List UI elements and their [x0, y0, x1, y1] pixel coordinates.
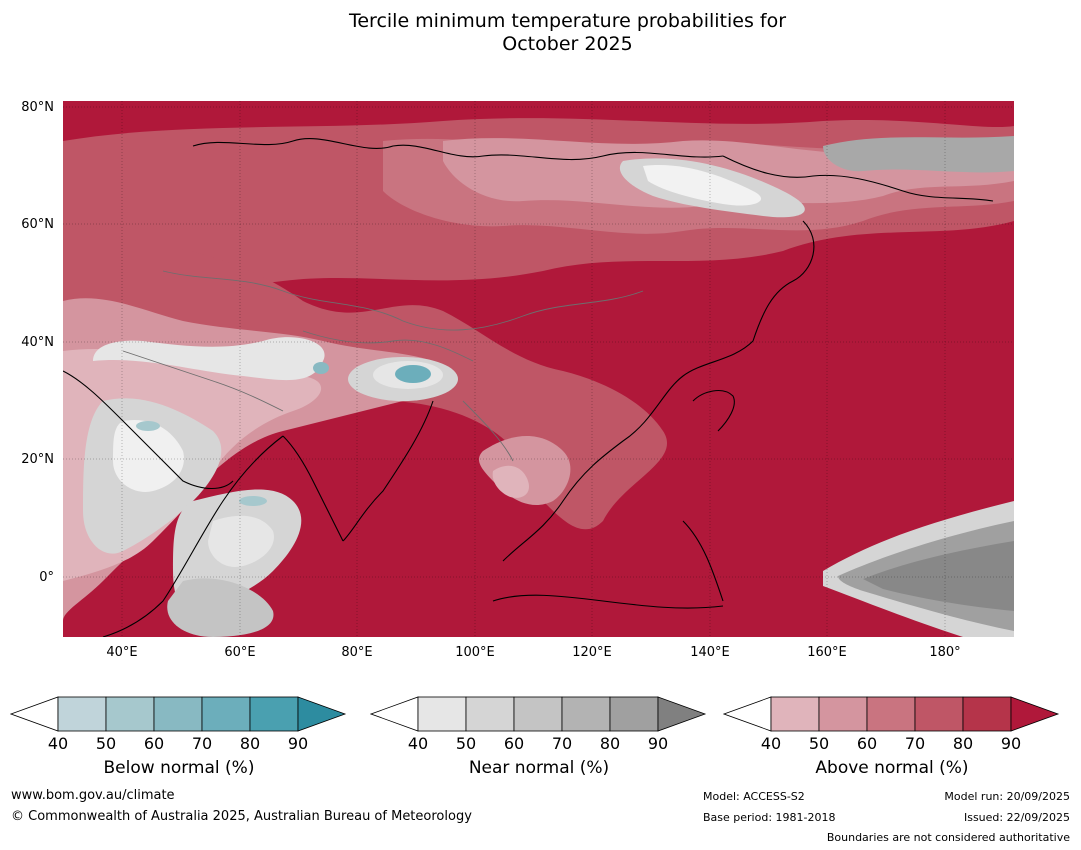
legend-extend-high: [657, 696, 707, 732]
legend-swatch: [465, 696, 515, 732]
map-title: Tercile minimum temperature probabilitie…: [0, 10, 1081, 56]
legend-tick-label: 60: [856, 734, 878, 753]
map-title-line2: October 2025: [502, 33, 633, 55]
footer-website: www.bom.gov.au/climate: [11, 788, 175, 803]
legend-tick-label: 40: [760, 734, 782, 753]
legend-tick-label: 50: [808, 734, 830, 753]
map-title-line1: Tercile minimum temperature probabilitie…: [348, 10, 787, 32]
footer-copyright: © Commonwealth of Australia 2025, Austra…: [11, 809, 472, 824]
legend-near-normal-colorbar: [370, 696, 707, 732]
footer-model-run: Model run: 20/09/2025: [944, 790, 1070, 803]
legend-swatch: [770, 696, 820, 732]
legend-tick-label: 40: [47, 734, 69, 753]
lat-label-60n: 60°N: [21, 217, 54, 232]
legend-swatch: [417, 696, 467, 732]
legend-near-normal: [370, 696, 708, 732]
lon-label-120e: 120°E: [572, 645, 612, 660]
legend-extend-low: [723, 696, 772, 732]
legend-above-normal: [723, 696, 1061, 732]
legend-swatch: [962, 696, 1012, 732]
legend-below-normal-label: Below normal (%): [103, 758, 255, 778]
probability-map: [63, 101, 1014, 637]
legend-swatch: [153, 696, 203, 732]
footer-issued: Issued: 22/09/2025: [963, 811, 1070, 824]
legend-extend-low: [370, 696, 419, 732]
lat-label-20n: 20°N: [21, 452, 54, 467]
legend-above-normal-colorbar: [723, 696, 1060, 732]
legend-swatch: [818, 696, 868, 732]
lat-label-80n: 80°N: [21, 100, 54, 115]
legend-tick-label: 50: [95, 734, 117, 753]
legend-extend-high: [1010, 696, 1060, 732]
legend-swatch: [561, 696, 611, 732]
legend-extend-low: [10, 696, 59, 732]
legend-tick-label: 90: [1000, 734, 1022, 753]
legend-tick-label: 80: [952, 734, 974, 753]
legend-tick-label: 70: [904, 734, 926, 753]
legend-near-normal-label: Near normal (%): [468, 758, 610, 778]
legend-swatch: [201, 696, 251, 732]
legend-tick-label: 90: [287, 734, 309, 753]
lon-label-80e: 80°E: [341, 645, 373, 660]
legend-swatch: [513, 696, 563, 732]
legend-swatch: [866, 696, 916, 732]
lon-label-180: 180°: [929, 645, 961, 660]
legend-tick-label: 40: [407, 734, 429, 753]
footer-model: Model: ACCESS-S2: [703, 790, 805, 803]
legend-swatch: [609, 696, 659, 732]
legend-below-normal-colorbar: [10, 696, 347, 732]
lon-label-40e: 40°E: [106, 645, 138, 660]
legend-swatch: [249, 696, 299, 732]
lat-label-0: 0°: [39, 570, 54, 585]
legend-tick-label: 80: [599, 734, 621, 753]
legend-below-normal: [10, 696, 348, 732]
lon-label-60e: 60°E: [224, 645, 256, 660]
legend-tick-label: 90: [647, 734, 669, 753]
lat-label-40n: 40°N: [21, 335, 54, 350]
lon-label-140e: 140°E: [690, 645, 730, 660]
legend-tick-label: 60: [143, 734, 165, 753]
footer-disclaimer: Boundaries are not considered authoritat…: [826, 831, 1070, 844]
lon-label-160e: 160°E: [807, 645, 847, 660]
legend-tick-label: 70: [551, 734, 573, 753]
legend-above-normal-label: Above normal (%): [815, 758, 969, 778]
legend-swatch: [105, 696, 155, 732]
legend-swatch: [57, 696, 107, 732]
footer-base-period: Base period: 1981-2018: [703, 811, 836, 824]
map-graphic: [63, 101, 1014, 637]
lon-label-100e: 100°E: [455, 645, 495, 660]
legend-tick-label: 80: [239, 734, 261, 753]
legend-swatch: [914, 696, 964, 732]
legend-extend-high: [297, 696, 347, 732]
legend-tick-label: 70: [191, 734, 213, 753]
legend-tick-label: 60: [503, 734, 525, 753]
legend-tick-label: 50: [455, 734, 477, 753]
